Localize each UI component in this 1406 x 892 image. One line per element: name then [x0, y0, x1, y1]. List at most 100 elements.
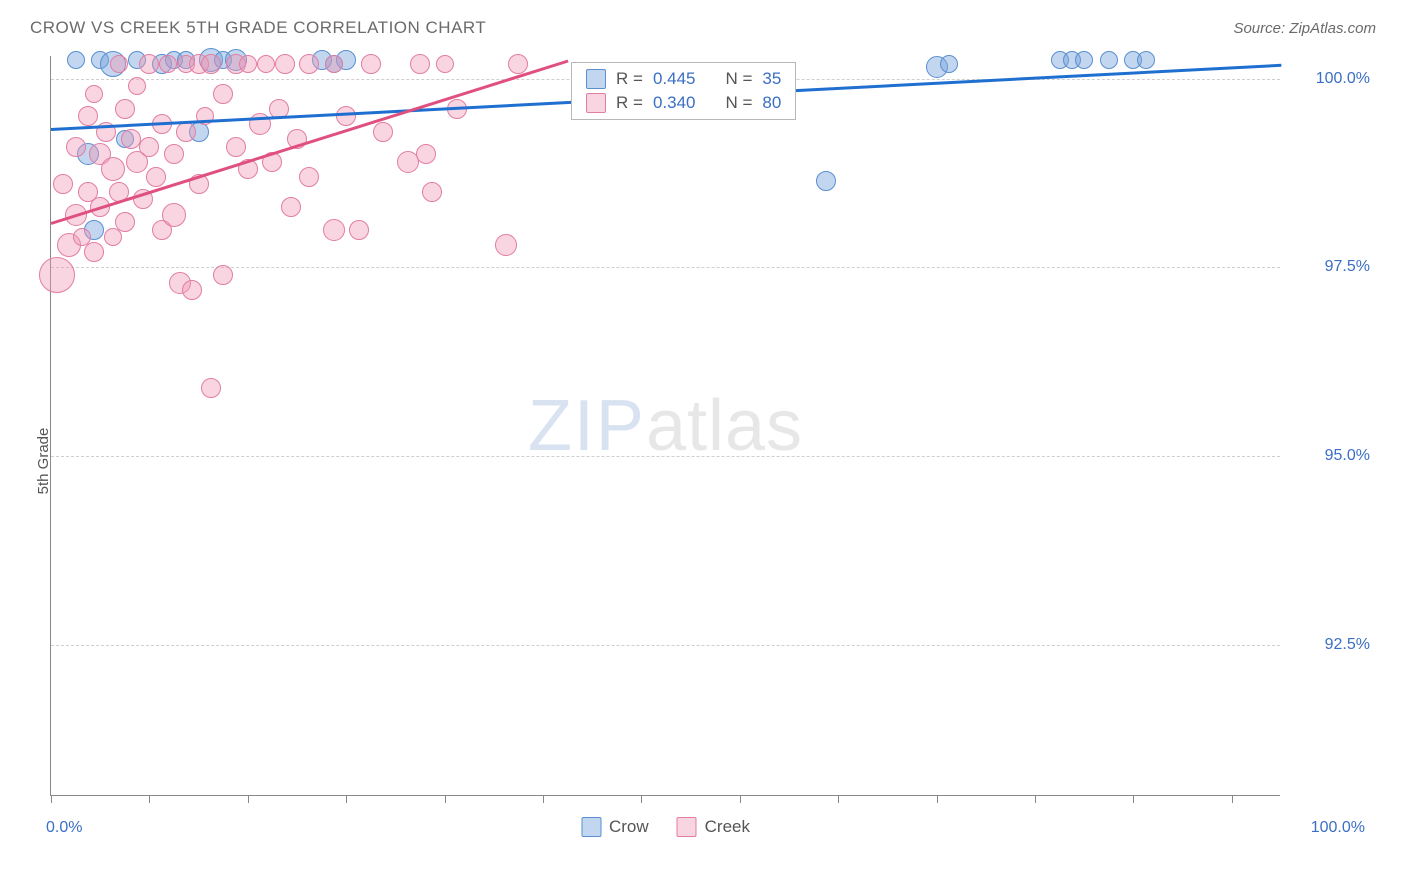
scatter-point [1137, 51, 1155, 69]
plot-region: ZIPatlas 100.0%97.5%95.0%92.5%0.0%100.0%… [50, 56, 1280, 796]
scatter-point [336, 106, 356, 126]
scatter-point [299, 54, 319, 74]
gridline [51, 267, 1280, 268]
scatter-point [325, 55, 343, 73]
y-tick-label: 95.0% [1290, 447, 1370, 465]
n-value: 35 [762, 69, 781, 89]
legend-item: Creek [677, 817, 750, 837]
scatter-point [816, 171, 836, 191]
scatter-point [84, 242, 104, 262]
x-tick-mark [346, 795, 347, 803]
scatter-point [410, 54, 430, 74]
scatter-point [436, 55, 454, 73]
scatter-point [182, 280, 202, 300]
x-tick-mark [740, 795, 741, 803]
scatter-point [281, 197, 301, 217]
scatter-point [101, 157, 125, 181]
scatter-point [121, 129, 141, 149]
bottom-legend: Crow Creek [581, 817, 750, 837]
scatter-point [422, 182, 442, 202]
legend-swatch [586, 69, 606, 89]
n-label: N = [725, 93, 752, 113]
scatter-point [146, 167, 166, 187]
watermark-part2: atlas [646, 386, 803, 466]
gridline [51, 645, 1280, 646]
x-axis-label-right: 100.0% [1311, 819, 1365, 837]
scatter-point [1100, 51, 1118, 69]
scatter-point [349, 220, 369, 240]
legend-label: Creek [705, 817, 750, 837]
x-tick-mark [248, 795, 249, 803]
source-label: Source: ZipAtlas.com [1233, 20, 1376, 37]
chart-title: CROW VS CREEK 5TH GRADE CORRELATION CHAR… [30, 18, 486, 38]
scatter-point [201, 54, 221, 74]
x-axis-label-left: 0.0% [46, 819, 82, 837]
watermark: ZIPatlas [528, 385, 803, 467]
legend-swatch [581, 817, 601, 837]
scatter-point [1075, 51, 1093, 69]
scatter-point [361, 54, 381, 74]
scatter-point [162, 203, 186, 227]
scatter-point [128, 77, 146, 95]
r-value: 0.445 [653, 69, 696, 89]
scatter-point [226, 137, 246, 157]
y-tick-label: 97.5% [1290, 258, 1370, 276]
legend-swatch [586, 93, 606, 113]
scatter-point [115, 212, 135, 232]
scatter-point [323, 219, 345, 241]
chart-header: CROW VS CREEK 5TH GRADE CORRELATION CHAR… [0, 0, 1406, 46]
r-value: 0.340 [653, 93, 696, 113]
scatter-point [940, 55, 958, 73]
scatter-point [213, 84, 233, 104]
legend-label: Crow [609, 817, 649, 837]
scatter-point [299, 167, 319, 187]
legend-swatch [677, 817, 697, 837]
scatter-point [416, 144, 436, 164]
y-tick-label: 92.5% [1290, 636, 1370, 654]
watermark-part1: ZIP [528, 386, 646, 466]
scatter-point [39, 257, 75, 293]
x-tick-mark [51, 795, 52, 803]
scatter-point [257, 55, 275, 73]
scatter-point [78, 106, 98, 126]
y-tick-label: 100.0% [1290, 70, 1370, 88]
scatter-point [67, 51, 85, 69]
x-tick-mark [1232, 795, 1233, 803]
legend-stats-box: R = 0.445 N = 35 R = 0.340 N = 80 [571, 62, 796, 120]
x-tick-mark [937, 795, 938, 803]
scatter-point [159, 55, 177, 73]
x-tick-mark [641, 795, 642, 803]
r-label: R = [616, 93, 643, 113]
x-tick-mark [1035, 795, 1036, 803]
scatter-point [53, 174, 73, 194]
scatter-point [85, 85, 103, 103]
scatter-point [66, 137, 86, 157]
gridline [51, 456, 1280, 457]
legend-item: Crow [581, 817, 649, 837]
n-label: N = [725, 69, 752, 89]
x-tick-mark [445, 795, 446, 803]
scatter-point [373, 122, 393, 142]
scatter-point [164, 144, 184, 164]
legend-stats-row: R = 0.445 N = 35 [572, 67, 795, 91]
scatter-point [508, 54, 528, 74]
x-tick-mark [1133, 795, 1134, 803]
scatter-point [139, 54, 159, 74]
legend-stats-row: R = 0.340 N = 80 [572, 91, 795, 115]
scatter-point [275, 54, 295, 74]
x-tick-mark [149, 795, 150, 803]
x-tick-mark [543, 795, 544, 803]
scatter-point [139, 137, 159, 157]
r-label: R = [616, 69, 643, 89]
scatter-point [110, 55, 128, 73]
scatter-point [239, 55, 257, 73]
scatter-point [201, 378, 221, 398]
x-tick-mark [838, 795, 839, 803]
chart-area: 5th Grade ZIPatlas 100.0%97.5%95.0%92.5%… [0, 46, 1406, 876]
n-value: 80 [762, 93, 781, 113]
scatter-point [213, 265, 233, 285]
scatter-point [104, 228, 122, 246]
scatter-point [176, 122, 196, 142]
scatter-point [495, 234, 517, 256]
scatter-point [115, 99, 135, 119]
